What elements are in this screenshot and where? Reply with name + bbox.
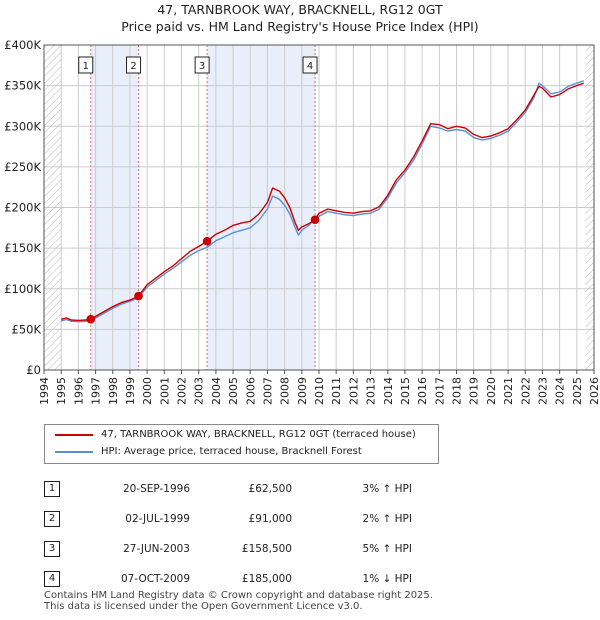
x-tick-label: 1995 [55,377,68,405]
x-tick-label: 1996 [72,377,85,405]
sale-point [134,291,143,301]
table-row: 4 07-OCT-2009 £185,000 1% ↓ HPI [40,564,412,594]
sale-date: 20-SEP-1996 [122,483,190,495]
footer-copyright: Contains HM Land Registry data © Crown c… [44,590,433,601]
sale-hpi-diff: 2% ↑ HPI [362,513,412,525]
y-tick-label: £200K [4,201,41,215]
footer: Contains HM Land Registry data © Crown c… [44,590,433,612]
sale-price: £91,000 [248,513,292,525]
x-tick-label: 2015 [399,377,412,405]
sale-marker-box [78,56,94,74]
x-tick-label: 2020 [485,377,498,405]
table-row: 1 20-SEP-1996 £62,500 3% ↑ HPI [40,474,412,504]
x-tick-label: 2006 [244,377,257,405]
x-tick-label: 1997 [90,377,103,405]
x-tick-label: 2007 [261,377,274,405]
sale-marker-box [126,56,142,74]
x-tick-label: 2002 [176,377,189,405]
legend-label-property: 47, TARNBROOK WAY, BRACKNELL, RG12 0GT (… [101,429,416,440]
sale-marker-box [302,56,318,74]
x-tick-label: 2024 [554,377,567,405]
x-tick-label: 2022 [519,377,532,405]
legend: 47, TARNBROOK WAY, BRACKNELL, RG12 0GT (… [44,424,439,464]
chart-title: 47, TARNBROOK WAY, BRACKNELL, RG12 0GT [157,2,443,17]
sale-price: £62,500 [248,483,292,495]
x-tick-label: 2019 [468,377,481,405]
x-tick-label: 2023 [536,377,549,405]
sale-hpi-diff: 1% ↓ HPI [362,573,412,585]
sale-price: £158,500 [241,543,292,555]
x-tick-label: 2021 [502,377,515,405]
x-tick-label: 2005 [227,377,240,405]
x-tick-label: 2013 [365,377,378,405]
footer-license: This data is licensed under the Open Gov… [44,601,363,612]
sale-marker-box: 3 [44,541,60,557]
sale-marker-label: 4 [307,61,313,72]
sale-hpi-diff: 5% ↑ HPI [362,543,412,555]
no-data-region-end [585,45,594,370]
x-tick-label: 2001 [158,377,171,405]
x-tick-label: 2008 [279,377,292,405]
x-tick-label: 2000 [141,377,154,405]
x-tick-label: 2014 [382,377,395,405]
sale-date: 02-JUL-1999 [125,513,190,525]
legend-swatch-property [55,434,93,436]
sale-marker-box [194,56,210,74]
series-line-property [61,82,584,322]
x-tick-label: 2012 [347,377,360,405]
y-tick-label: £0 [26,363,41,377]
sale-hpi-diff: 3% ↑ HPI [362,483,412,495]
x-tick-label: 2017 [433,377,446,405]
y-tick-label: £350K [4,79,41,93]
x-tick-label: 2003 [193,377,206,405]
y-tick-label: £100K [4,282,41,296]
table-row: 2 02-JUL-1999 £91,000 2% ↑ HPI [40,504,412,534]
chart-subtitle: Price paid vs. HM Land Registry's House … [121,19,479,34]
sale-date: 27-JUN-2003 [123,543,190,555]
x-tick-label: 2004 [210,377,223,405]
sale-marker-box: 1 [44,481,60,497]
sale-point [202,236,212,246]
transactions-table: 1 20-SEP-1996 £62,500 3% ↑ HPI 2 02-JUL-… [40,474,412,594]
price-chart: 1 2 3 4 £0 £50K £100K £150K £200K £250K £300K £350K… [4,38,600,405]
x-tick-label: 2011 [330,377,343,405]
x-tick-label: 2009 [296,377,309,405]
sale-marker-label: 3 [199,61,205,72]
sale-price: £185,000 [241,573,292,585]
sale-marker-label: 2 [130,61,136,72]
no-data-region-start [44,45,62,370]
sale-marker-box: 4 [44,571,60,587]
y-tick-label: £400K [4,38,41,52]
x-tick-label: 1999 [124,377,137,405]
x-tick-label: 1994 [38,377,51,405]
x-tick-label: 2026 [588,377,600,405]
sale-point [310,215,320,224]
x-tick-label: 2025 [571,377,584,405]
x-tick-label: 1998 [107,377,120,405]
y-tick-label: £250K [4,160,41,174]
sale-point [86,314,96,324]
sale-marker-box: 2 [44,511,60,527]
x-tick-label: 2016 [416,377,429,405]
y-tick-label: £300K [4,119,41,133]
y-tick-label: £150K [4,241,41,255]
legend-swatch-hpi [55,451,93,453]
x-tick-label: 2010 [313,377,326,405]
y-tick-label: £50K [12,322,42,336]
table-row: 3 27-JUN-2003 £158,500 5% ↑ HPI [40,534,412,564]
sale-date: 07-OCT-2009 [121,573,190,585]
legend-label-hpi: HPI: Average price, terraced house, Brac… [101,446,362,457]
sale-marker-label: 1 [83,61,89,72]
x-tick-label: 2018 [451,377,464,405]
